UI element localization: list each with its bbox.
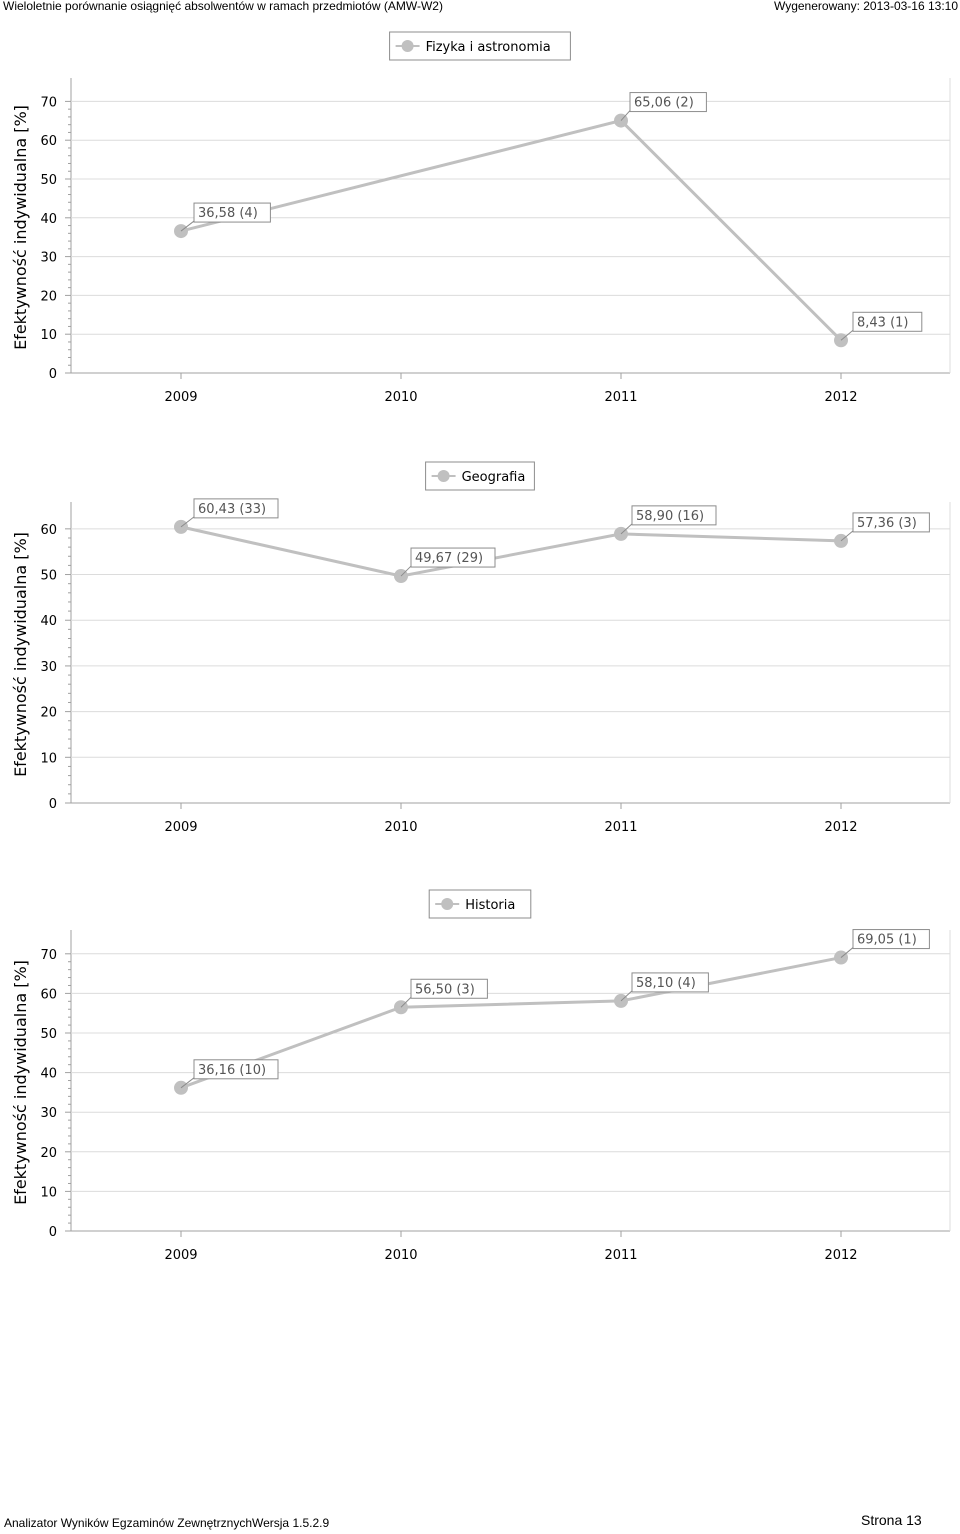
legend-marker xyxy=(441,898,454,910)
y-tick-label: 60 xyxy=(40,134,57,149)
y-tick-label: 30 xyxy=(40,251,57,266)
x-tick-label: 2012 xyxy=(824,820,857,835)
y-tick-label: 0 xyxy=(49,797,57,812)
data-label-box xyxy=(852,929,930,950)
data-label-box xyxy=(631,972,709,993)
data-label-leader xyxy=(840,329,854,341)
series-line xyxy=(180,956,842,1090)
data-label: 69,05 (1) xyxy=(857,933,917,948)
data-label-leader xyxy=(840,530,854,542)
y-tick-label: 30 xyxy=(40,1106,57,1121)
data-label: 65,06 (2) xyxy=(634,96,694,111)
data-label-leader xyxy=(180,1077,195,1089)
data-label-leader xyxy=(620,990,633,1002)
legend-label: Historia xyxy=(465,898,515,913)
y-tick-label: 30 xyxy=(40,660,57,675)
legend-label: Fizyka i astronomia xyxy=(426,40,551,55)
data-label-box xyxy=(631,505,717,526)
data-label-leader xyxy=(400,565,412,577)
footer-app-version: Analizator Wyników Egzaminów Zewnętrznyc… xyxy=(4,1516,330,1530)
x-tick-label: 2011 xyxy=(604,1248,637,1263)
y-tick-label: 10 xyxy=(40,1185,57,1200)
y-tick-label: 20 xyxy=(40,1146,57,1161)
data-point xyxy=(834,950,848,965)
legend-marker xyxy=(437,470,450,482)
data-label-leader xyxy=(180,516,195,528)
y-tick-label: 60 xyxy=(40,523,57,538)
data-label: 60,43 (33) xyxy=(198,502,266,517)
data-label: 56,50 (3) xyxy=(415,982,475,997)
data-label-leader xyxy=(400,996,412,1008)
y-tick-label: 50 xyxy=(40,173,57,188)
data-point xyxy=(174,519,188,534)
y-tick-label: 70 xyxy=(40,95,57,110)
x-tick-label: 2011 xyxy=(604,820,637,835)
x-tick-label: 2012 xyxy=(824,1248,857,1263)
data-label: 8,43 (1) xyxy=(857,315,909,330)
x-tick-label: 2010 xyxy=(384,820,417,835)
data-label: 49,67 (29) xyxy=(415,551,483,566)
series-line xyxy=(180,525,842,578)
chart-fizyka: Fizyka i astronomia 0 10 20 30 40 50 60 70 Efekty… xyxy=(11,31,951,405)
generated-timestamp: Wygenerowany: 2013-03-16 13:10 xyxy=(773,0,958,13)
legend-label: Geografia xyxy=(462,470,526,485)
y-tick-label: 10 xyxy=(40,751,57,766)
x-tick-label: 2010 xyxy=(384,1248,417,1263)
y-axis-label: Efektywność indywidualna [%] xyxy=(11,532,30,777)
data-label-box xyxy=(852,512,930,533)
data-label-box xyxy=(193,498,279,519)
y-tick-label: 60 xyxy=(40,987,57,1002)
y-tick-label: 20 xyxy=(40,289,57,304)
legend-box xyxy=(389,31,571,61)
y-axis-label: Efektywność indywidualna [%] xyxy=(11,105,30,350)
y-tick-label: 40 xyxy=(40,212,57,227)
chart-historia: Historia 0 10 20 30 40 50 60 70 Efektywność indyw… xyxy=(11,889,951,1263)
data-label-box xyxy=(410,547,496,568)
page-number: Strona 13 xyxy=(861,1512,922,1528)
page-header: Wieloletnie porównanie osiągnięć absolwe… xyxy=(0,0,960,14)
data-label-box xyxy=(193,202,271,223)
x-tick-label: 2010 xyxy=(384,390,417,405)
y-tick-label: 50 xyxy=(40,569,57,584)
data-label-box xyxy=(629,92,707,113)
x-tick-label: 2009 xyxy=(164,390,197,405)
y-tick-label: 50 xyxy=(40,1027,57,1042)
data-label: 36,58 (4) xyxy=(198,206,258,221)
series-line xyxy=(180,118,843,342)
data-label: 58,90 (16) xyxy=(636,509,704,524)
x-tick-label: 2009 xyxy=(164,820,197,835)
y-tick-label: 20 xyxy=(40,706,57,721)
x-tick-label: 2011 xyxy=(604,390,637,405)
y-tick-label: 40 xyxy=(40,1067,57,1082)
data-label-leader xyxy=(840,947,854,958)
y-tick-label: 0 xyxy=(49,1225,57,1240)
report-title: Wieloletnie porównanie osiągnięć absolwe… xyxy=(3,0,443,13)
y-axis-label: Efektywność indywidualna [%] xyxy=(11,960,30,1205)
y-tick-label: 0 xyxy=(49,367,57,382)
x-tick-label: 2009 xyxy=(164,1248,197,1263)
data-label-box xyxy=(852,311,923,332)
data-label-box xyxy=(410,978,488,999)
y-tick-label: 70 xyxy=(40,948,57,963)
data-label-leader xyxy=(620,523,633,535)
legend-marker xyxy=(401,40,414,52)
data-label: 58,10 (4) xyxy=(636,976,696,991)
data-label-leader xyxy=(180,220,195,232)
data-label: 57,36 (3) xyxy=(857,516,917,531)
chart-geografia: Geografia 0 10 20 30 40 50 60 Efektywność indywi… xyxy=(11,461,951,835)
x-tick-label: 2012 xyxy=(824,390,857,405)
data-label-box xyxy=(193,1059,279,1080)
y-tick-label: 40 xyxy=(40,614,57,629)
data-label: 36,16 (10) xyxy=(198,1063,266,1078)
y-tick-label: 10 xyxy=(40,328,57,343)
data-point xyxy=(834,533,848,548)
data-label-leader xyxy=(620,110,631,121)
